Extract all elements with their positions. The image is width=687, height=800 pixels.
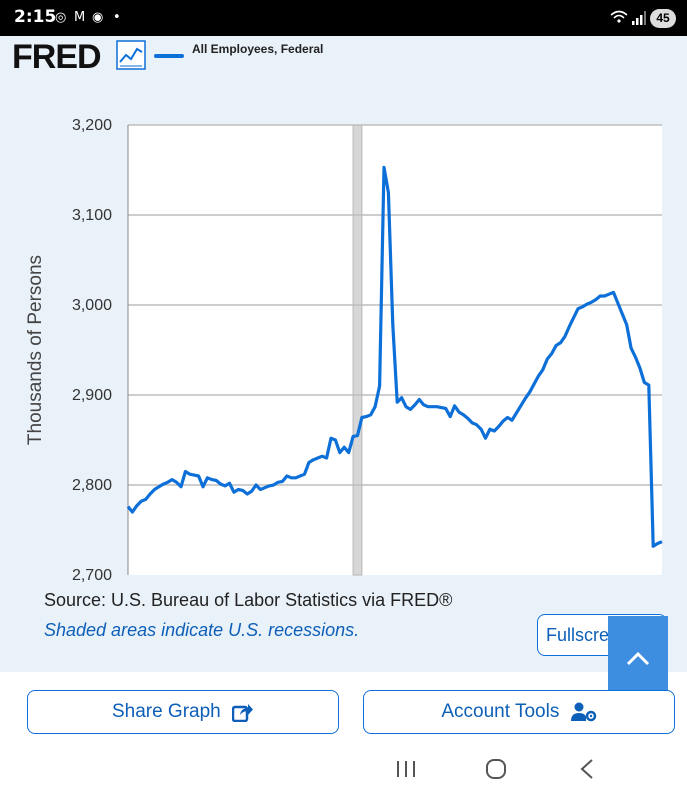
- gmail-icon: M: [74, 10, 86, 25]
- signal-icon: [632, 11, 646, 25]
- share-graph-label: Share Graph: [111, 701, 221, 722]
- recession-note: Shaded areas indicate U.S. recessions.: [44, 620, 360, 640]
- share-icon: [232, 703, 254, 722]
- y-axis-label: Thousands of Persons: [25, 255, 46, 445]
- battery-badge: 45: [650, 9, 676, 28]
- fred-logo[interactable]: FRED: [12, 38, 102, 76]
- status-time: 2:15: [14, 7, 57, 27]
- share-graph-button[interactable]: Share Graph: [27, 690, 339, 734]
- legend-swatch: [154, 54, 184, 58]
- dot-icon: •: [113, 10, 121, 25]
- recession-shade-0: [352, 124, 363, 576]
- chevron-up-icon: [626, 651, 650, 666]
- back-icon[interactable]: [578, 758, 596, 780]
- series-line-federal-employees: [126, 165, 663, 548]
- app-icon: ◉: [92, 10, 104, 25]
- y-tick-label: 3,000: [72, 297, 112, 314]
- chart-panel: FRED All Employees, Federal 2,700 2,800 2,…: [0, 36, 687, 690]
- legend-label: All Employees, Federal: [192, 42, 324, 56]
- chart-line-icon: [116, 40, 146, 70]
- chrome-icon: ◎: [55, 10, 67, 25]
- user-gear-icon: [570, 702, 596, 722]
- y-tick-label: 3,200: [72, 117, 112, 134]
- home-icon[interactable]: [485, 758, 507, 780]
- y-tick-label: 2,900: [72, 387, 112, 404]
- y-tick-label: 3,100: [72, 207, 112, 224]
- y-tick-label: 2,700: [72, 567, 112, 584]
- scroll-to-top-button[interactable]: [608, 616, 668, 690]
- account-tools-label: Account Tools: [441, 701, 560, 722]
- recent-apps-icon[interactable]: [395, 759, 417, 779]
- source-text: Source: U.S. Bureau of Labor Statistics …: [44, 590, 453, 610]
- status-bar: 2:15 ◎ M ◉ • 45: [0, 0, 687, 36]
- account-tools-button[interactable]: Account Tools: [363, 690, 675, 734]
- android-nav-bar: [0, 745, 687, 800]
- wifi-icon: [610, 10, 628, 23]
- y-tick-label: 2,800: [72, 477, 112, 494]
